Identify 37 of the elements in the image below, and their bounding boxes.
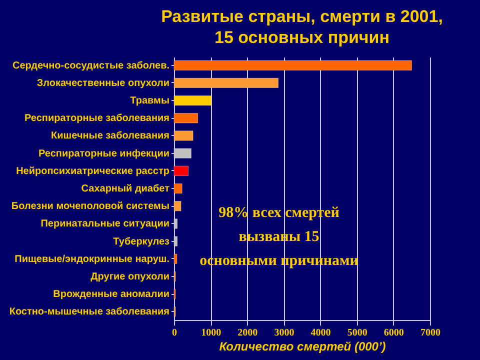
- y-tick-label: Врожденные аномалии: [53, 289, 170, 300]
- x-tick-label: 7000: [420, 328, 440, 338]
- y-tick-label: Перинатальные ситуации: [40, 218, 170, 230]
- y-tick-label: Болезни мочеполовой системы: [11, 201, 170, 212]
- y-tick-label: Пищевые/эндокринные наруш.: [14, 254, 170, 265]
- bar: [174, 201, 182, 212]
- y-tick-label: Костно-мышечные заболевания: [9, 306, 170, 318]
- y-tick-label: Злокачественные опухоли: [36, 78, 170, 89]
- bar: [174, 218, 178, 229]
- bar: [174, 78, 278, 88]
- y-tick-label: Кишечные заболевания: [51, 130, 170, 142]
- bar: [174, 148, 192, 158]
- y-tick-label: Респираторные заболевания: [24, 113, 170, 124]
- x-tick-label: 1000: [201, 328, 222, 338]
- y-tick-label: Нейропсихиатрические расстр: [16, 166, 170, 177]
- bar: [174, 254, 178, 264]
- x-tick-label: 3000: [274, 328, 294, 338]
- x-tick-label: 0: [172, 328, 177, 338]
- x-tick-label: 4000: [310, 328, 331, 338]
- x-tick-label: 5000: [347, 328, 368, 338]
- bar: [174, 183, 182, 194]
- y-tick-label: Туберкулез: [113, 236, 170, 248]
- bar: [174, 166, 188, 176]
- y-tick-label: Респираторные инфекции: [38, 148, 170, 160]
- x-tick-label: 6000: [384, 328, 404, 338]
- x-tick-label: 2000: [238, 328, 258, 338]
- bar: [174, 60, 412, 70]
- y-tick-label: Травмы: [130, 96, 170, 107]
- y-tick-label: Другие опухоли: [90, 271, 170, 282]
- y-tick-label: Сахарный диабет: [81, 184, 170, 194]
- y-tick-label: Сердечно-сосудистые заболев.: [12, 60, 170, 72]
- x-axis-title: Количество смертей (000’): [219, 340, 386, 354]
- bar: [174, 130, 194, 141]
- chart-title: Развитые страны, смерти в 2001, 15 основных причин: [161, 7, 443, 47]
- bar: [174, 96, 212, 106]
- bar: [174, 236, 178, 246]
- bar: [174, 113, 198, 124]
